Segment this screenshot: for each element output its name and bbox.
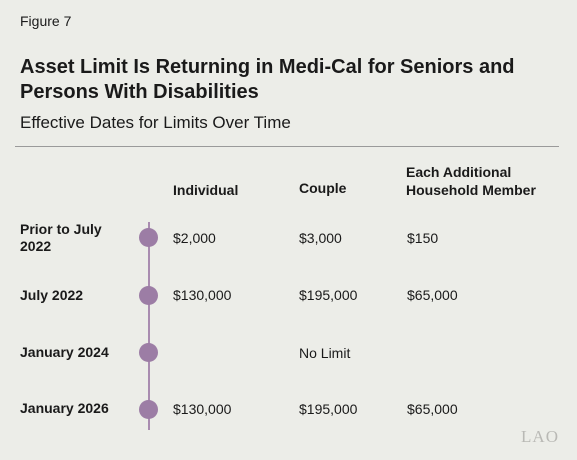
- row-label: July 2022: [20, 287, 84, 303]
- timeline-dot: [139, 400, 158, 419]
- column-header-additional: Each Additional Household Member: [406, 164, 536, 198]
- timeline-dot: [139, 286, 158, 305]
- timeline-line: [148, 222, 150, 430]
- cell-couple: No Limit: [299, 345, 351, 361]
- lao-logo: LAO: [521, 427, 559, 446]
- cell-additional: $150: [407, 230, 439, 246]
- cell-individual: $130,000: [173, 401, 232, 417]
- column-header-individual: Individual: [173, 182, 239, 198]
- timeline-dot: [139, 343, 158, 362]
- row-label: Prior to July 2022: [20, 221, 102, 254]
- cell-couple: $195,000: [299, 287, 358, 303]
- divider: [15, 146, 559, 147]
- cell-couple: $195,000: [299, 401, 358, 417]
- row-label: January 2026: [20, 400, 109, 416]
- cell-individual: $2,000: [173, 230, 216, 246]
- cell-individual: $130,000: [173, 287, 232, 303]
- figure-subtitle: Effective Dates for Limits Over Time: [20, 113, 291, 132]
- figure-label: Figure 7: [20, 13, 72, 29]
- cell-couple: $3,000: [299, 230, 342, 246]
- row-label: January 2024: [20, 344, 109, 360]
- column-header-couple: Couple: [299, 180, 347, 196]
- cell-additional: $65,000: [407, 287, 458, 303]
- timeline-dot: [139, 228, 158, 247]
- cell-additional: $65,000: [407, 401, 458, 417]
- figure-title: Asset Limit Is Returning in Medi-Cal for…: [20, 56, 515, 103]
